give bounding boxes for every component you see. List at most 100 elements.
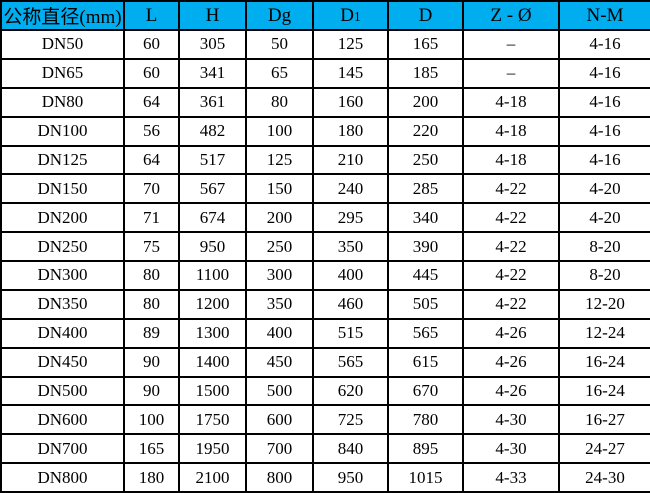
cell-h: 1300 — [178, 317, 247, 349]
cell-d1: 620 — [312, 375, 389, 407]
table-row: DN500 90 1500 500 620 670 4-26 16-24 — [0, 375, 650, 407]
cell-d: 340 — [387, 202, 464, 234]
cell-z: 4-22 — [462, 231, 560, 262]
cell-z: 4-30 — [462, 433, 560, 465]
table-row: DN400 89 1300 400 515 565 4-26 12-24 — [0, 317, 650, 349]
column-header-h: H — [178, 0, 247, 31]
cell-h: 2100 — [178, 462, 247, 493]
cell-dg: 80 — [245, 86, 314, 118]
cell-l: 80 — [123, 288, 180, 320]
column-header-l: L — [123, 0, 180, 31]
cell-dn: DN300 — [0, 260, 125, 291]
cell-nm: 4-20 — [558, 202, 650, 234]
column-header-label: D — [340, 4, 355, 26]
cell-d1: 515 — [312, 317, 389, 349]
cell-l: 165 — [123, 433, 180, 465]
cell-d1: 350 — [312, 231, 389, 262]
table-row: DN65 60 341 65 145 185–4-16 — [0, 57, 650, 89]
cell-z: 4-18 — [462, 86, 560, 118]
cell-d: 895 — [387, 433, 464, 465]
cell-nm: 4-16 — [558, 86, 650, 118]
table-row: DN200 71 674 200 295 340 4-22 4-20 — [0, 202, 650, 234]
cell-dn: DN800 — [0, 462, 125, 493]
column-header-z-diameter: Z - Ø — [462, 0, 560, 31]
cell-d1: 840 — [312, 433, 389, 465]
column-header-d1: D1 — [312, 0, 389, 31]
cell-dg: 150 — [245, 173, 314, 205]
cell-l: 75 — [123, 231, 180, 262]
cell-dn: DN200 — [0, 202, 125, 234]
cell-d: 285 — [387, 173, 464, 205]
cell-dn: DN65 — [0, 57, 125, 89]
cell-dg: 350 — [245, 288, 314, 320]
cell-z: – — [462, 29, 560, 60]
cell-l: 60 — [123, 29, 180, 60]
cell-h: 950 — [178, 231, 247, 262]
cell-h: 1950 — [178, 433, 247, 465]
cell-dg: 800 — [245, 462, 314, 493]
cell-d1: 125 — [312, 29, 389, 60]
cell-dg: 300 — [245, 260, 314, 291]
cell-nm: 4-16 — [558, 115, 650, 147]
cell-dg: 700 — [245, 433, 314, 465]
cell-d: 185 — [387, 57, 464, 89]
cell-d1: 180 — [312, 115, 389, 147]
table-row: DN250 75 950 250 350 390 4-22 8-20 — [0, 231, 650, 262]
cell-nm: 4-20 — [558, 173, 650, 205]
cell-l: 60 — [123, 57, 180, 89]
cell-dn: DN125 — [0, 144, 125, 176]
cell-h: 305 — [178, 29, 247, 60]
cell-dg: 100 — [245, 115, 314, 147]
cell-z: 4-22 — [462, 202, 560, 234]
table-row: DN50 60 305 50 125 165–4-16 — [0, 29, 650, 60]
cell-nm: 16-24 — [558, 346, 650, 378]
cell-d: 390 — [387, 231, 464, 262]
cell-h: 361 — [178, 86, 247, 118]
cell-d: 565 — [387, 317, 464, 349]
table-row: DN80 64 361 80 160 200 4-18 4-16 — [0, 86, 650, 118]
cell-z: 4-22 — [462, 173, 560, 205]
cell-dg: 65 — [245, 57, 314, 89]
table-row: DN600 100 1750 600 725 780 4-30 16-27 — [0, 404, 650, 436]
cell-h: 517 — [178, 144, 247, 176]
cell-d: 165 — [387, 29, 464, 60]
cell-z: 4-26 — [462, 317, 560, 349]
column-header-subscript: 1 — [354, 8, 361, 24]
column-header-n-m: N-M — [558, 0, 650, 31]
cell-dg: 400 — [245, 317, 314, 349]
cell-d1: 400 — [312, 260, 389, 291]
cell-dn: DN400 — [0, 317, 125, 349]
cell-d1: 240 — [312, 173, 389, 205]
cell-dn: DN250 — [0, 231, 125, 262]
table-row: DN125 64 517 125 210 250 4-18 4-16 — [0, 144, 650, 176]
column-header-label: H — [205, 4, 220, 26]
cell-z: 4-33 — [462, 462, 560, 493]
cell-dg: 200 — [245, 202, 314, 234]
cell-d: 505 — [387, 288, 464, 320]
cell-dg: 250 — [245, 231, 314, 262]
cell-nm: 16-24 — [558, 375, 650, 407]
cell-z: 4-26 — [462, 346, 560, 378]
cell-nm: 12-24 — [558, 317, 650, 349]
cell-d: 445 — [387, 260, 464, 291]
cell-nm: 12-20 — [558, 288, 650, 320]
cell-nm: 4-16 — [558, 57, 650, 89]
cell-d: 780 — [387, 404, 464, 436]
cell-dn: DN600 — [0, 404, 125, 436]
column-header-label: Dg — [267, 4, 292, 26]
cell-nm: 4-16 — [558, 29, 650, 60]
cell-z: 4-26 — [462, 375, 560, 407]
cell-nm: 8-20 — [558, 260, 650, 291]
cell-dg: 500 — [245, 375, 314, 407]
column-header-label: D — [418, 4, 433, 26]
table-row: DN350 80 1200 350 460 505 4-22 12-20 — [0, 288, 650, 320]
cell-l: 90 — [123, 346, 180, 378]
cell-d1: 950 — [312, 462, 389, 493]
cell-dn: DN700 — [0, 433, 125, 465]
cell-dn: DN500 — [0, 375, 125, 407]
table-header-row: 公称直径(mm) L H Dg D1 D Z - Ø N-M — [0, 0, 650, 31]
column-header-dg: Dg — [245, 0, 314, 31]
cell-l: 90 — [123, 375, 180, 407]
cell-dn: DN450 — [0, 346, 125, 378]
cell-l: 64 — [123, 86, 180, 118]
